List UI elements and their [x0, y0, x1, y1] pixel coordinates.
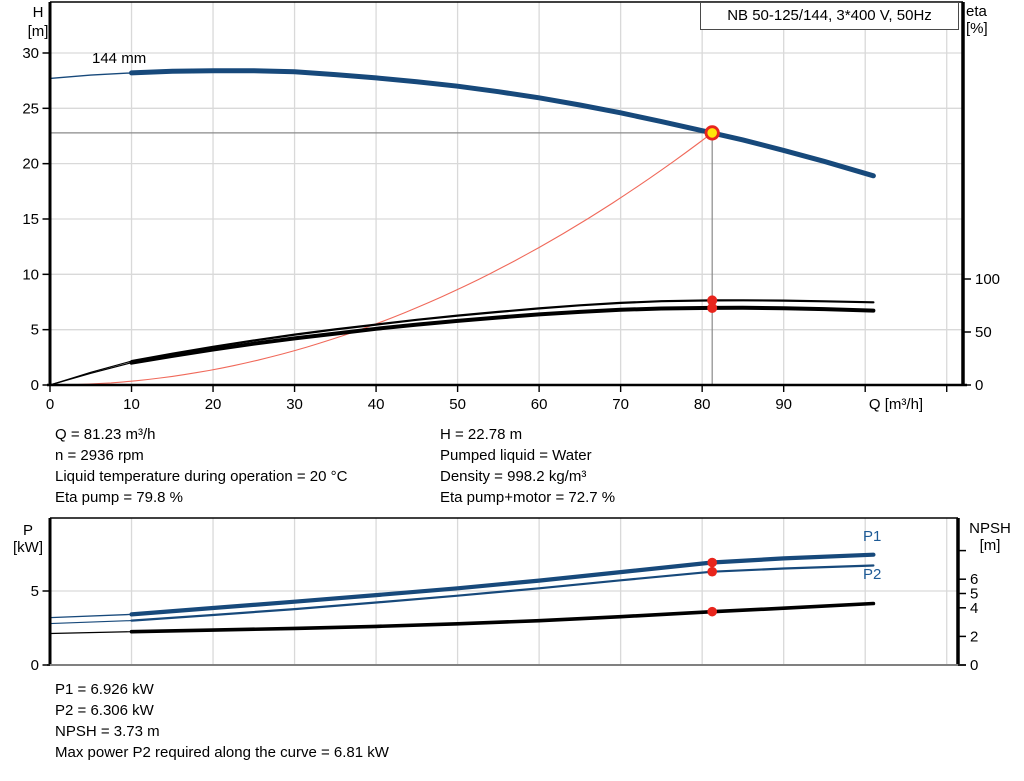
eta-axis-label-unit: [%]: [966, 20, 988, 37]
q-tick-label: 70: [612, 396, 629, 413]
eta-pump-duty-dot: [707, 295, 718, 306]
results-block: P1 = 6.926 kW P2 = 6.306 kW NPSH = 3.73 …: [55, 679, 389, 763]
result-line-p2: P2 = 6.306 kW: [55, 702, 154, 719]
h-tick-label: 10: [22, 266, 39, 283]
q-tick-label: 0: [46, 396, 54, 413]
p1-curve-label: P1: [863, 528, 882, 545]
info-line-density: Density = 998.2 kg/m³: [440, 468, 587, 485]
h-tick-label: 15: [22, 211, 39, 228]
eta-pump-motor-curve-thin: [49, 362, 133, 386]
result-line-p1: P1 = 6.926 kW: [55, 681, 154, 698]
head-curve-thin: [49, 72, 133, 80]
eta-pump-motor-curve: [129, 305, 876, 365]
npsh-axis-label-symbol: NPSH: [969, 520, 1011, 537]
npsh-tick-label: 6: [970, 571, 978, 588]
p-axis-label: P [kW]: [6, 522, 50, 556]
npsh-duty-dot: [707, 606, 717, 617]
eta-pump-motor-duty-dot: [707, 302, 718, 313]
h-tick-label: 25: [22, 100, 39, 117]
h-tick-label: 0: [31, 377, 39, 394]
h-tick-label: 5: [31, 322, 39, 339]
npsh-curve: [129, 601, 876, 634]
h-axis-label-unit: [m]: [27, 23, 49, 40]
q-tick-label: 10: [123, 396, 140, 413]
p-tick-label: 5: [31, 583, 39, 600]
info-line-head: H = 22.78 m: [440, 426, 523, 443]
p1-curve: [129, 552, 876, 617]
q-tick-label: 40: [368, 396, 385, 413]
h-tick-label: 30: [22, 45, 39, 62]
eta-tick-label: 0: [975, 377, 983, 394]
p2-curve-label: P2: [863, 566, 882, 583]
q-tick-label: 50: [449, 396, 466, 413]
npsh-axis-label-unit: [m]: [979, 537, 1001, 554]
info-line-liquid: Pumped liquid = Water: [440, 447, 592, 464]
duty-info-left: Q = 81.23 m³/h n = 2936 rpm Liquid tempe…: [55, 424, 347, 508]
p2-duty-dot: [707, 566, 717, 577]
q-tick-label: 30: [286, 396, 303, 413]
p-axis-label-symbol: P: [22, 522, 33, 539]
duty-info-right: H = 22.78 m Pumped liquid = Water Densit…: [440, 424, 615, 508]
info-line-eta-pump: Eta pump = 79.8 %: [55, 489, 183, 506]
eta-tick-label: 50: [975, 324, 992, 341]
p1-curve-thin: [49, 613, 133, 619]
eta-tick-label: 100: [975, 271, 1000, 288]
p-tick-label: 0: [31, 657, 39, 674]
h-axis-label-symbol: H: [32, 4, 44, 21]
p2-curve-thin: [49, 620, 133, 625]
impeller-size-label: 144 mm: [92, 50, 147, 67]
p-axis-label-unit: [kW]: [13, 539, 43, 556]
npsh-tick-label: 5: [970, 586, 978, 603]
h-axis-label: H [m]: [16, 3, 60, 41]
q-tick-label: 90: [775, 396, 792, 413]
eta-axis-label: eta [%]: [966, 3, 1020, 37]
h-tick-label: 20: [22, 156, 39, 173]
info-line-speed: n = 2936 rpm: [55, 447, 144, 464]
npsh-axis-label: NPSH [m]: [960, 520, 1020, 554]
info-line-q: Q = 81.23 m³/h: [55, 426, 156, 443]
npsh-tick-label: 4: [970, 600, 978, 617]
duty-point-marker[interactable]: [704, 125, 720, 141]
npsh-tick-label: 0: [970, 657, 978, 674]
eta-axis-label-symbol: eta: [966, 3, 987, 20]
system-curve: [49, 132, 713, 386]
result-line-npsh: NPSH = 3.73 m: [55, 723, 160, 740]
npsh-tick-label: 2: [970, 628, 978, 645]
pump-title-box: NB 50-125/144, 3*400 V, 50Hz: [700, 2, 959, 30]
q-tick-label: 80: [694, 396, 711, 413]
q-tick-label: 20: [205, 396, 222, 413]
info-line-temperature: Liquid temperature during operation = 20…: [55, 468, 348, 485]
npsh-curve-thin: [49, 631, 133, 635]
p1-duty-dot: [707, 557, 717, 568]
result-line-max-p2: Max power P2 required along the curve = …: [55, 744, 389, 761]
q-axis-label: Q [m³/h]: [868, 396, 924, 413]
p2-curve: [130, 564, 875, 622]
info-line-eta-pump-motor: Eta pump+motor = 72.7 %: [440, 489, 616, 506]
q-tick-label: 60: [531, 396, 548, 413]
eta-pump-curve: [130, 299, 875, 363]
head-curve-144mm: [129, 68, 876, 179]
